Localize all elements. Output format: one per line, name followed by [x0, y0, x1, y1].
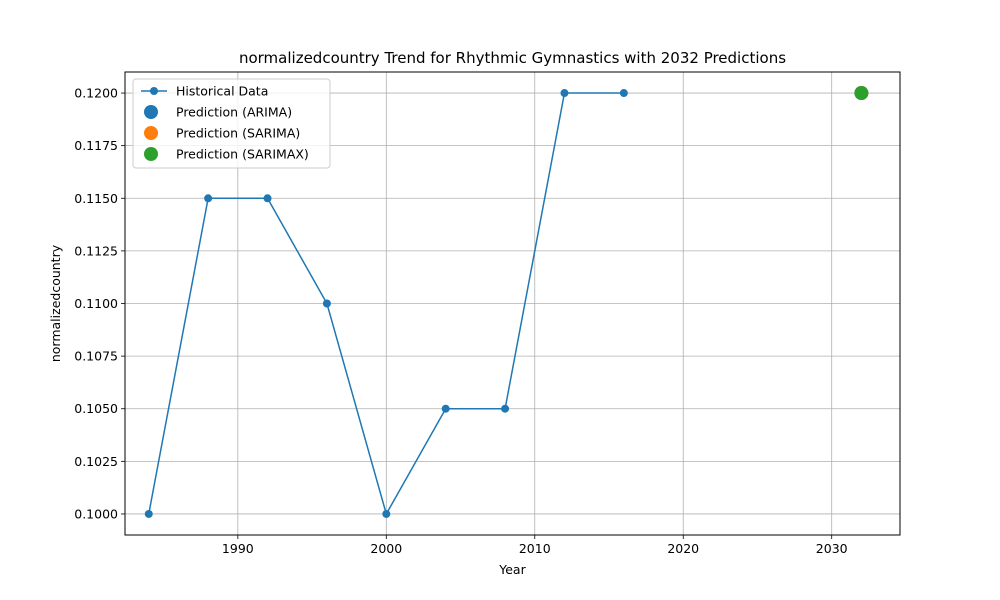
y-tick-label: 0.1125 [74, 243, 118, 258]
x-axis-label: Year [498, 562, 526, 577]
legend-marker-swatch [144, 147, 158, 161]
data-point [263, 194, 272, 203]
legend-entry-label: Prediction (SARIMA) [176, 126, 300, 141]
x-tick-label: 2010 [519, 541, 551, 556]
chart-title: normalizedcountry Trend for Rhythmic Gym… [239, 49, 786, 67]
data-point [204, 194, 213, 203]
y-tick-label: 0.1200 [74, 86, 118, 101]
data-point [322, 299, 331, 308]
y-tick-label: 0.1000 [74, 506, 118, 521]
legend-marker-swatch [144, 126, 158, 140]
y-tick-label: 0.1150 [74, 191, 118, 206]
data-point [382, 509, 391, 518]
legend-marker-swatch [150, 87, 158, 95]
legend-entry-label: Prediction (SARIMAX) [176, 147, 309, 162]
x-tick-label: 2020 [667, 541, 699, 556]
data-point [619, 89, 628, 98]
y-tick-label: 0.1175 [74, 138, 118, 153]
x-tick-label: 2000 [370, 541, 402, 556]
y-tick-label: 0.1075 [74, 349, 118, 364]
x-tick-label: 1990 [222, 541, 254, 556]
y-tick-label: 0.1050 [74, 401, 118, 416]
legend-box [132, 78, 331, 169]
y-tick-label: 0.1100 [74, 296, 118, 311]
data-point [144, 509, 153, 518]
data-point [560, 89, 569, 98]
legend-entry-label: Prediction (ARIMA) [176, 105, 292, 120]
y-tick-label: 0.1025 [74, 454, 118, 469]
grid [125, 72, 900, 535]
data-point [501, 404, 510, 413]
data-point [441, 404, 450, 413]
y-axis-ticks: 0.1000 0.1025 0.1050 0.1075 0.1100 0.1125 0.11… [74, 86, 125, 521]
series [144, 86, 869, 518]
y-axis-label: normalizedcountry [48, 244, 63, 362]
x-axis-ticks: 1990 2000 2010 2020 2030 [222, 535, 848, 556]
plot-frame [124, 71, 901, 536]
x-tick-label: 2030 [816, 541, 848, 556]
prediction-point-3 [854, 86, 869, 101]
legend: Historical Data Prediction (ARIMA) Predict… [132, 78, 331, 169]
legend-marker-swatch [144, 105, 158, 119]
legend-entry-label: Historical Data [176, 84, 268, 99]
